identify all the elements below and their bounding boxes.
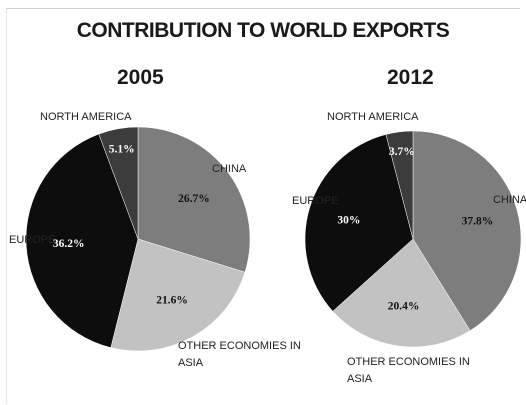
pie-value-label-2005-other-economies-in-asia: 21.6%: [156, 295, 188, 307]
pie-2012-title: 2012: [387, 66, 434, 89]
pie-category-label-2005-china: CHINA: [212, 163, 247, 175]
chart-title: CONTRIBUTION TO WORLD EXPORTS: [76, 19, 450, 42]
pie-category-label-2005-north-america: NORTH AMERICA: [40, 111, 132, 123]
pie-category-label-2012-china: CHINA: [493, 194, 526, 206]
pie-category-label-2012-europe: EUROPE: [292, 195, 338, 207]
pie-slice-2012-europe: [304, 134, 414, 312]
pie-2005: 26.7% CHINA 21.6% OTHER ECONOMIES IN ASIA 36.…: [9, 111, 301, 369]
pie-slice-2005-china: [137, 126, 251, 273]
pie-category-label-2005-europe: EUROPE: [9, 234, 55, 246]
pie-2012: 37.8% CHINA 20.4% OTHER ECONOMIES IN ASIA 30%…: [292, 111, 526, 385]
pie-value-label-2012-europe: 30%: [337, 215, 360, 227]
pie-value-label-2005-europe: 36.2%: [53, 238, 85, 250]
pie-category-label-2005-other-economies-in-asia: OTHER ECONOMIES IN ASIA: [178, 340, 301, 369]
pie-slice-2012-other-economies-in-asia: [332, 238, 471, 348]
pie-2005-title: 2005: [117, 66, 164, 89]
pie-value-label-2005-north-america: 5.1%: [109, 144, 135, 156]
pie-slice-2005-north-america: [98, 126, 139, 240]
pie-value-label-2005-china: 26.7%: [178, 193, 210, 205]
pie-slice-2005-europe: [25, 133, 139, 348]
pie-value-label-2012-other-economies-in-asia: 20.4%: [388, 300, 420, 312]
pie-slice-2012-north-america: [385, 130, 414, 240]
pie-category-label-2012-other-economies-in-asia: OTHER ECONOMIES IN ASIA: [347, 356, 470, 385]
pie-slice-2012-china: [412, 130, 522, 332]
pie-slice-2005-other-economies-in-asia: [110, 238, 246, 352]
figure-frame: [6, 8, 520, 404]
pie-value-label-2012-china: 37.8%: [462, 216, 494, 228]
pie-value-label-2012-north-america: 3.7%: [389, 146, 415, 158]
pie-category-label-2012-north-america: NORTH AMERICA: [327, 111, 419, 123]
